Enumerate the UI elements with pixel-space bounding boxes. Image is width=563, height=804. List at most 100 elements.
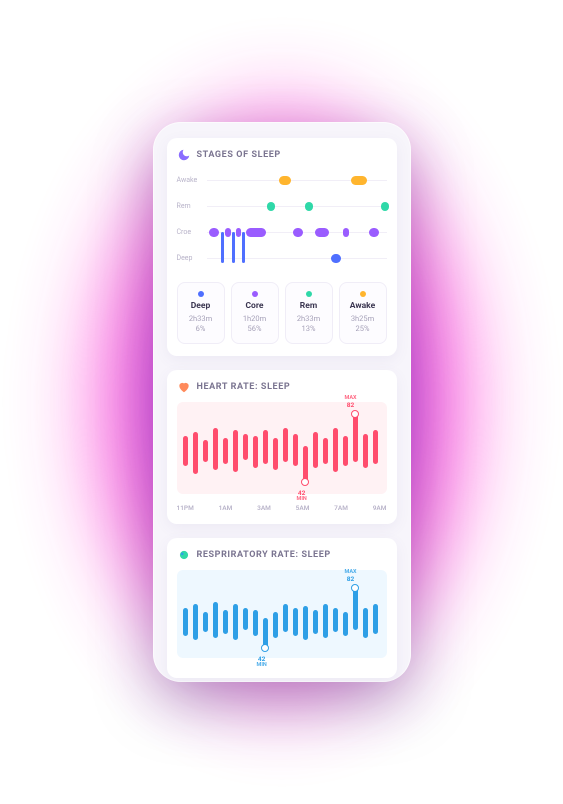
legend-dot [306,291,312,297]
candle-bar [213,602,218,638]
candle-bar [253,610,258,636]
heart-rate-title: HEART RATE: SLEEP [197,382,291,392]
legend-percent: 6% [182,324,220,333]
heart-rate-chart: 42MINMAX82 [177,402,387,494]
stage-row-label: Deep [177,254,205,262]
candle-bar [273,612,278,638]
respiratory-rate-chart: 42MINMAX82 [177,570,387,658]
legend-dot [360,291,366,297]
candle-bar [203,440,208,462]
candle-bar [253,436,258,468]
candle-bar [183,608,188,636]
stage-gridline [207,206,387,207]
legend-tile-awake: Awake 3h25m25% [339,282,387,344]
candle-bar [223,438,228,464]
min-label: MIN [257,663,267,669]
xaxis-tick: 1AM [219,504,233,512]
xaxis-tick: 3AM [257,504,271,512]
candle-bar [203,612,208,632]
respiratory-rate-card: RESPRIRATORY RATE: SLEEP 42MIN MAX82 [167,538,397,678]
legend-name: Awake [344,301,382,311]
candle-bar [183,436,188,466]
stage-row-label: Croe [177,228,205,236]
candle-bar [373,604,378,634]
lungs-icon [177,548,191,562]
candle-bar [303,606,308,640]
sleep-stages-title: STAGES OF SLEEP [197,150,281,160]
stage-connector [232,232,235,258]
stage-segment [225,228,231,237]
heart-icon [177,380,191,394]
stage-row-label: Rem [177,202,205,210]
candle-bar [333,608,338,632]
min-annotation: 42MIN [297,490,307,502]
phone-frame: STAGES OF SLEEP Awake Rem Croe Deep Deep 2h3… [153,122,411,682]
candle-bar [363,608,368,638]
stage-segment [315,228,329,237]
respiratory-rate-title: RESPRIRATORY RATE: SLEEP [197,550,331,560]
candle-bar [343,612,348,636]
legend-dot [198,291,204,297]
stage-segment [236,228,241,237]
candle-bar [223,610,228,634]
max-label: MAX [345,396,357,402]
stage-segment [305,202,313,211]
max-knob [351,410,359,418]
candle-bar [263,430,268,464]
stage-segment [369,228,379,237]
sleep-stages-header: STAGES OF SLEEP [177,148,387,162]
candle-bar [283,604,288,632]
stage-segment [246,228,266,237]
candle-bar [283,428,288,462]
heart-rate-chart-wrap: 42MINMAX82 11PM 1AM 3AM 5AM 7AM 9AM [177,402,387,512]
candle-bar [303,446,308,482]
legend-name: Deep [182,301,220,311]
respiratory-rate-chart-wrap: 42MIN MAX82 [177,570,387,666]
candle-bar [353,588,358,630]
legend-duration: 2h33m [290,314,328,323]
legend-percent: 13% [290,324,328,333]
max-annotation: MAX82 [345,396,357,408]
legend-percent: 56% [236,324,274,333]
stage-segment [279,176,291,185]
sleep-stages-card: STAGES OF SLEEP Awake Rem Croe Deep Deep 2h3… [167,138,397,356]
legend-percent: 25% [344,324,382,333]
candle-bar [373,430,378,464]
legend-name: Rem [290,301,328,311]
xaxis-tick: 11PM [177,504,194,512]
candle-bar [233,604,238,640]
candle-bar [293,608,298,636]
max-annotation: MAX82 [345,570,357,582]
xaxis-tick: 7AM [334,504,348,512]
candle-bar [233,430,238,472]
legend-duration: 2h33m [182,314,220,323]
candle-bar [363,434,368,468]
candle-bar [193,604,198,640]
legend-duration: 3h25m [344,314,382,323]
stage-row-label: Awake [177,176,205,184]
max-value: 82 [345,576,357,583]
legend-duration: 1h20m [236,314,274,323]
min-knob [261,644,269,652]
candle-bar [243,608,248,630]
legend-tile-core: Core1h20m56% [231,282,279,344]
candle-bar [333,428,338,472]
max-knob [351,584,359,592]
respiratory-rate-header: RESPRIRATORY RATE: SLEEP [177,548,387,562]
stage-connector [242,232,245,258]
candle-bar [293,434,298,466]
sleep-stages-legend: Deep2h33m6%Core1h20m56%Rem2h33m13%Awake3… [177,282,387,344]
heart-rate-header: HEART RATE: SLEEP [177,380,387,394]
xaxis-tick: 9AM [373,504,387,512]
stage-segment [209,228,219,237]
candle-bar [353,414,358,462]
candle-bar [313,432,318,468]
min-knob [301,478,309,486]
xaxis-tick: 5AM [296,504,310,512]
candle-bar [323,438,328,464]
heart-rate-card: HEART RATE: SLEEP 42MINMAX82 11PM1AM3AM5… [167,370,397,524]
moon-icon [177,148,191,162]
min-annotation: 42MIN [257,656,267,668]
stage-connector [221,232,224,258]
stage-segment [267,202,275,211]
